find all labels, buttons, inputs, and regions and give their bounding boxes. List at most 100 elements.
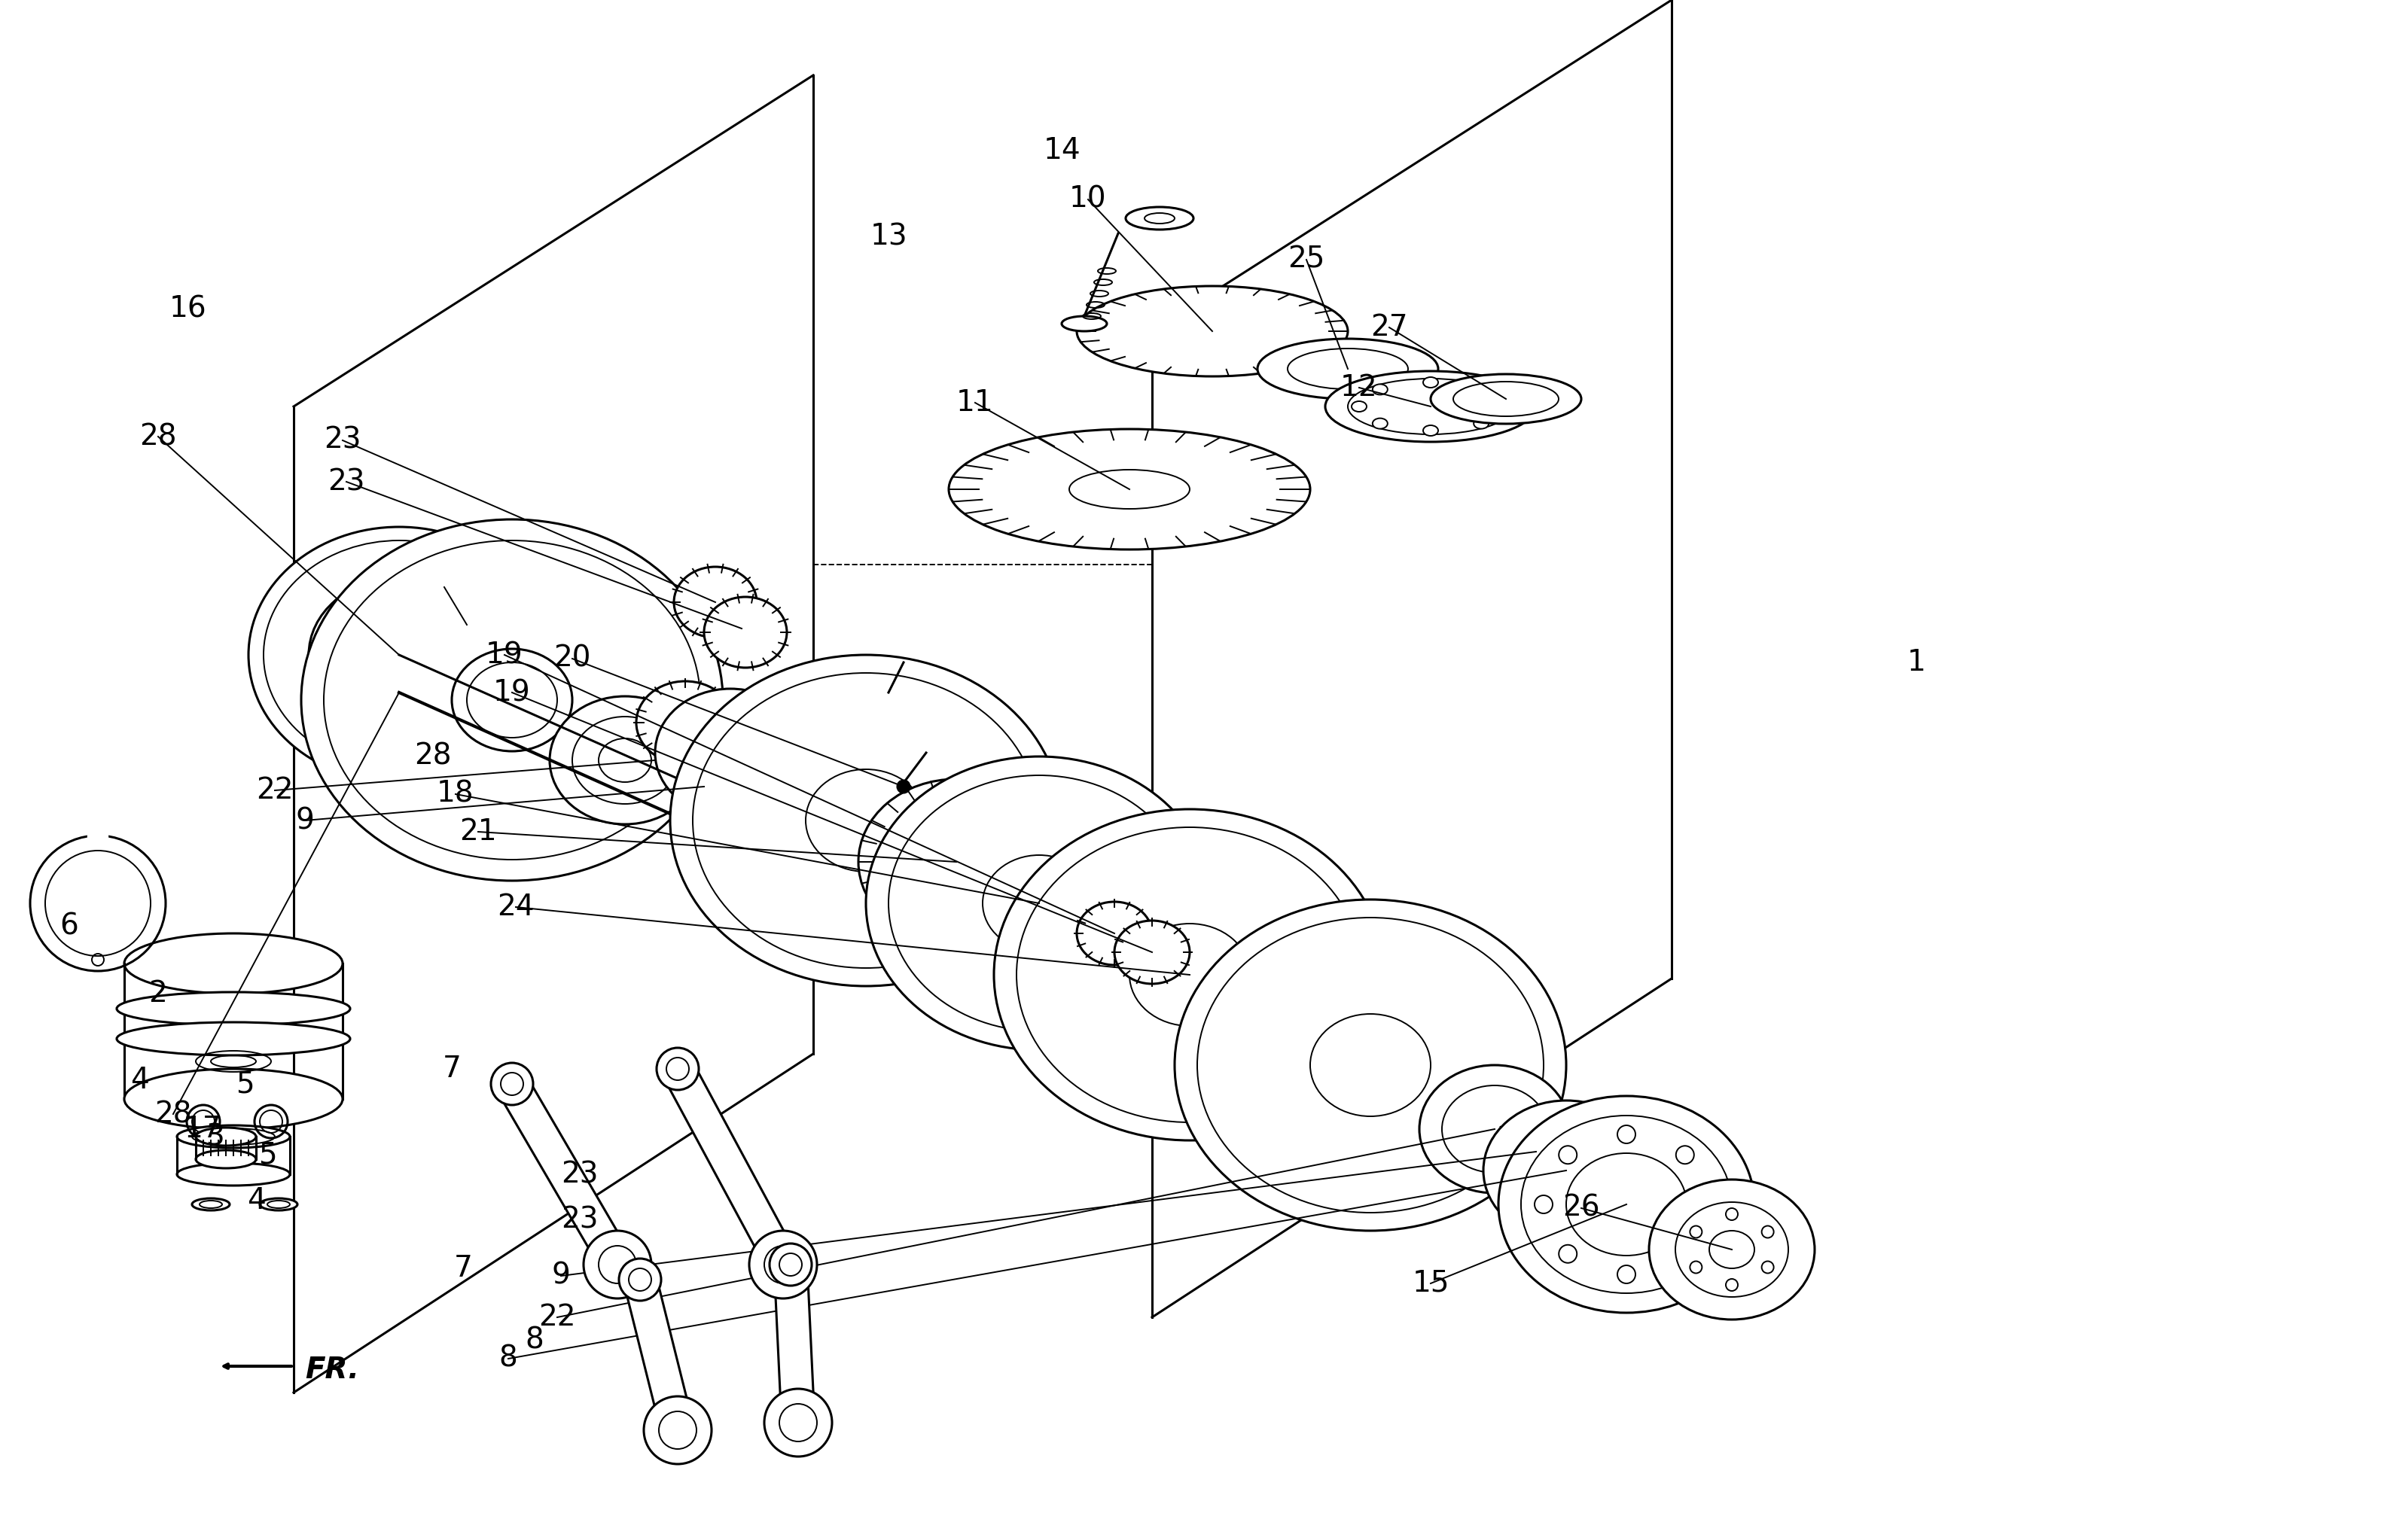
Ellipse shape — [1474, 418, 1488, 429]
Circle shape — [390, 578, 407, 596]
Text: 9: 9 — [296, 807, 315, 835]
Circle shape — [1676, 1146, 1693, 1164]
Ellipse shape — [549, 696, 701, 825]
Polygon shape — [498, 1075, 631, 1273]
Ellipse shape — [195, 1151, 255, 1169]
Ellipse shape — [1076, 902, 1151, 966]
Ellipse shape — [1115, 920, 1190, 984]
Ellipse shape — [176, 1125, 289, 1148]
Text: 23: 23 — [325, 426, 361, 455]
Ellipse shape — [1649, 1179, 1816, 1319]
Ellipse shape — [867, 756, 1211, 1051]
Circle shape — [1618, 1125, 1635, 1143]
Text: 4: 4 — [246, 1187, 265, 1214]
Ellipse shape — [125, 934, 342, 993]
Circle shape — [1676, 1245, 1693, 1263]
Text: 17: 17 — [185, 1114, 222, 1143]
Text: 8: 8 — [498, 1345, 518, 1373]
Text: 6: 6 — [60, 911, 79, 940]
Text: 16: 16 — [169, 294, 207, 323]
Ellipse shape — [636, 681, 734, 764]
Ellipse shape — [308, 578, 489, 732]
Text: 8: 8 — [525, 1325, 544, 1354]
Text: 12: 12 — [1341, 373, 1377, 402]
Ellipse shape — [1430, 374, 1582, 424]
Ellipse shape — [1324, 371, 1536, 441]
Text: 22: 22 — [255, 776, 294, 805]
Ellipse shape — [722, 746, 814, 820]
Text: 9: 9 — [551, 1261, 571, 1290]
Text: 4: 4 — [130, 1066, 149, 1095]
Ellipse shape — [1373, 418, 1387, 429]
Circle shape — [749, 1231, 816, 1299]
Text: 27: 27 — [1370, 314, 1409, 341]
Ellipse shape — [125, 1069, 342, 1129]
Ellipse shape — [857, 779, 1055, 944]
Circle shape — [491, 1063, 532, 1105]
Ellipse shape — [927, 820, 1076, 949]
Circle shape — [1558, 1245, 1577, 1263]
Ellipse shape — [1125, 208, 1194, 229]
Ellipse shape — [655, 688, 807, 817]
Circle shape — [308, 646, 327, 664]
Circle shape — [1618, 1266, 1635, 1284]
Text: 23: 23 — [561, 1160, 600, 1189]
Ellipse shape — [1062, 317, 1108, 330]
Text: 23: 23 — [561, 1205, 600, 1234]
Circle shape — [448, 597, 465, 615]
Circle shape — [1558, 1146, 1577, 1164]
Circle shape — [448, 694, 465, 713]
Ellipse shape — [1418, 1066, 1570, 1193]
Text: 18: 18 — [436, 779, 474, 808]
Polygon shape — [624, 1275, 694, 1434]
Ellipse shape — [674, 567, 756, 638]
Text: 22: 22 — [539, 1302, 576, 1331]
Circle shape — [1534, 1195, 1553, 1213]
Text: 5: 5 — [258, 1142, 277, 1170]
Text: 24: 24 — [496, 893, 535, 922]
Text: 20: 20 — [554, 644, 590, 673]
Circle shape — [1763, 1261, 1775, 1273]
Ellipse shape — [116, 1022, 349, 1055]
Circle shape — [657, 1048, 698, 1090]
Text: 26: 26 — [1563, 1193, 1599, 1222]
Ellipse shape — [248, 528, 549, 782]
Text: 1: 1 — [1907, 649, 1926, 676]
Ellipse shape — [125, 1023, 342, 1054]
Circle shape — [619, 1258, 662, 1301]
Ellipse shape — [1495, 402, 1510, 412]
Text: 10: 10 — [1069, 185, 1108, 214]
Circle shape — [771, 1243, 811, 1286]
Text: 21: 21 — [460, 817, 496, 846]
Circle shape — [1763, 1226, 1775, 1239]
Circle shape — [1690, 1226, 1702, 1239]
Text: 13: 13 — [869, 223, 908, 252]
Ellipse shape — [116, 991, 349, 1025]
Circle shape — [763, 1389, 833, 1457]
Circle shape — [583, 1231, 650, 1299]
Ellipse shape — [1570, 1158, 1652, 1228]
Ellipse shape — [1474, 384, 1488, 394]
Text: 25: 25 — [1288, 246, 1324, 274]
Text: 19: 19 — [494, 678, 530, 706]
Ellipse shape — [1373, 384, 1387, 394]
Circle shape — [472, 646, 489, 664]
Text: 5: 5 — [236, 1070, 253, 1098]
Text: 28: 28 — [414, 743, 453, 770]
Circle shape — [332, 694, 352, 713]
Text: 23: 23 — [327, 467, 366, 496]
Polygon shape — [662, 1061, 797, 1272]
Text: 28: 28 — [154, 1099, 193, 1128]
Ellipse shape — [1609, 1176, 1690, 1248]
Ellipse shape — [195, 1128, 255, 1146]
Circle shape — [643, 1396, 710, 1464]
Ellipse shape — [1491, 1114, 1582, 1190]
Ellipse shape — [1498, 1096, 1755, 1313]
Text: 15: 15 — [1411, 1269, 1450, 1298]
Ellipse shape — [1076, 287, 1348, 376]
Ellipse shape — [1483, 1101, 1649, 1240]
Circle shape — [898, 781, 910, 793]
Ellipse shape — [703, 597, 787, 667]
Ellipse shape — [1351, 402, 1368, 412]
Text: 7: 7 — [453, 1254, 472, 1283]
